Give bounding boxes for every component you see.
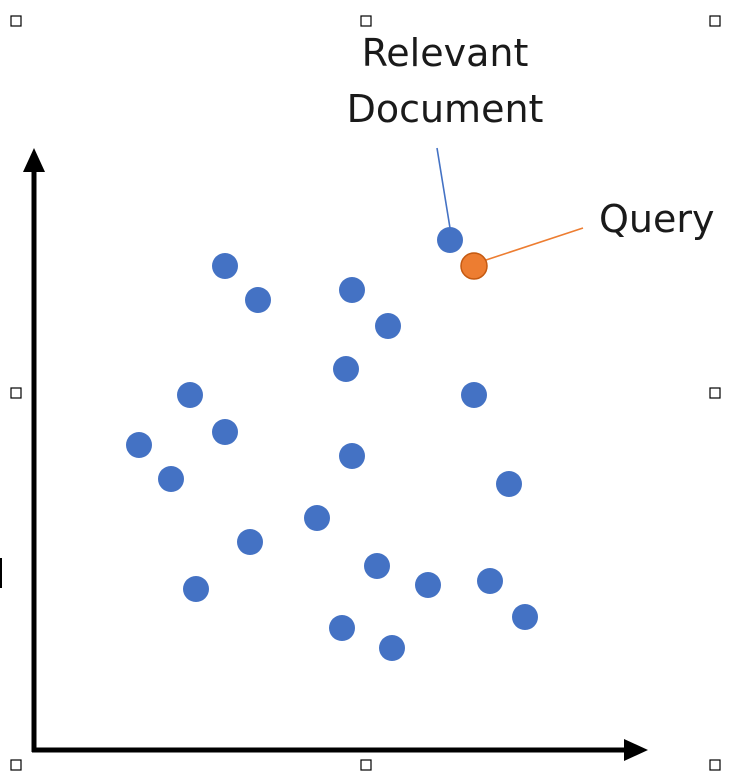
selection-handle-icon[interactable] [709, 15, 721, 27]
document-point [158, 466, 184, 492]
selection-handles[interactable] [10, 15, 721, 771]
selection-handle-icon[interactable] [360, 15, 372, 27]
axes [23, 148, 648, 761]
document-point [333, 356, 359, 382]
document-point [379, 635, 405, 661]
document-point [461, 382, 487, 408]
selection-handle-icon[interactable] [10, 387, 22, 399]
x-axis-arrowhead [624, 739, 648, 761]
document-point [329, 615, 355, 641]
document-point [364, 553, 390, 579]
document-point [496, 471, 522, 497]
relevant-document-label-line2: Document [347, 87, 544, 131]
document-point [339, 443, 365, 469]
document-point [212, 253, 238, 279]
query-leader-line [485, 227, 584, 261]
document-point [415, 572, 441, 598]
selection-handle-icon[interactable] [709, 387, 721, 399]
selection-handle-icon[interactable] [10, 15, 22, 27]
document-point [477, 568, 503, 594]
query-point [460, 252, 488, 280]
relevant-document-label-line1: Relevant [362, 31, 529, 75]
document-point [212, 419, 238, 445]
y-axis-arrowhead [23, 148, 45, 172]
document-point [177, 382, 203, 408]
selection-handle-icon[interactable] [360, 759, 372, 771]
selection-handle-icon[interactable] [10, 759, 22, 771]
selection-handle-icon[interactable] [709, 759, 721, 771]
document-point [245, 287, 271, 313]
document-point [183, 576, 209, 602]
query-label: Query [599, 197, 714, 241]
document-point [237, 529, 263, 555]
document-point [375, 313, 401, 339]
relevant-document-point [437, 227, 463, 253]
relevant-document-leader-line [436, 147, 451, 229]
document-point [304, 505, 330, 531]
document-point [126, 432, 152, 458]
document-point [512, 604, 538, 630]
document-points [126, 227, 538, 661]
document-point [339, 277, 365, 303]
